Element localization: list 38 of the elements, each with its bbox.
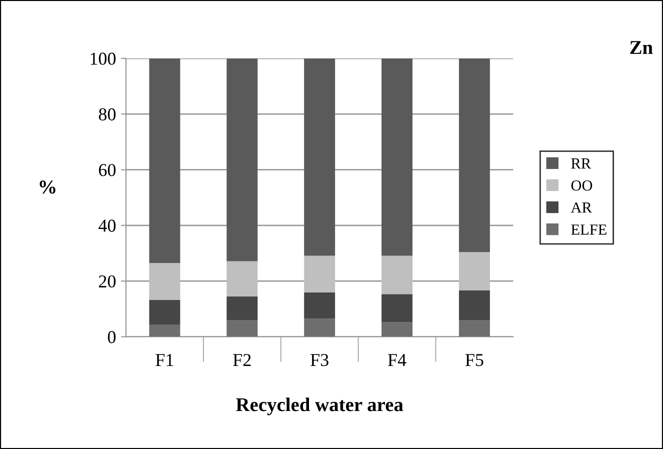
y-axis-title: % [40, 180, 56, 194]
bar [458, 252, 490, 290]
x-axis-title: Recycled water area [236, 398, 404, 416]
bar [382, 294, 412, 322]
bar [304, 58, 336, 256]
x-tick-label: F5 [465, 354, 484, 366]
y-tick-label: 100 [90, 52, 116, 65]
x-tick-label: F2 [233, 354, 251, 366]
legend-label: ELFE [571, 224, 606, 235]
bar [149, 324, 180, 337]
legend-label: RR [571, 158, 592, 168]
bar [226, 261, 258, 296]
y-tick-label: 80 [98, 108, 116, 120]
bar [304, 292, 336, 319]
x-tick-label: F4 [388, 354, 406, 366]
bar [149, 58, 180, 263]
bar [226, 58, 258, 262]
x-tick-label: F1 [156, 354, 174, 366]
legend-label: AR [570, 202, 592, 213]
bar [382, 256, 412, 294]
y-tick-label: 0 [108, 331, 116, 344]
bar [304, 318, 336, 337]
y-tick-label: 40 [98, 220, 116, 232]
bar [382, 58, 412, 256]
bar [226, 320, 258, 337]
bar [149, 300, 180, 324]
y-tick-label: 60 [98, 164, 116, 176]
bar [458, 290, 490, 320]
x-tick-label: F3 [310, 354, 328, 366]
text: Zn [630, 41, 653, 54]
bar [304, 256, 336, 292]
bar [458, 58, 490, 252]
bar [458, 320, 490, 337]
bar [149, 262, 180, 300]
bar [226, 296, 258, 320]
y-tick-label: 20 [98, 275, 116, 288]
legend-label: OO [571, 180, 592, 191]
bar [382, 322, 412, 337]
